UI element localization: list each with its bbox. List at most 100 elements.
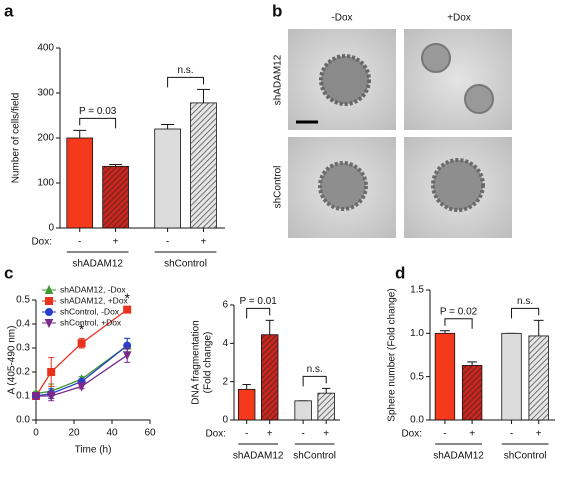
bar (317, 392, 335, 421)
x-tick-label: 40 (106, 428, 118, 439)
marker (45, 297, 53, 305)
y-tick-label: 0.5 (410, 371, 424, 382)
x-tick-label: 0 (33, 428, 39, 439)
dox-label: + (469, 429, 475, 440)
group-label: shControl (293, 451, 336, 462)
group-label: shADAM12 (72, 259, 123, 270)
dox-label: - (510, 429, 513, 440)
spheroid (319, 54, 371, 106)
dox-label: - (78, 237, 81, 248)
dox-label: - (301, 429, 304, 440)
y-tick-label: 1.5 (410, 285, 424, 296)
annotation: n.s. (177, 65, 193, 76)
image (404, 29, 512, 130)
y-axis-label: Sphere number (Fold change) (387, 288, 398, 421)
y-axis-label: Number of cells/field (11, 93, 22, 184)
spheroid (464, 84, 494, 114)
panel-label: c (4, 263, 13, 282)
annotation: P = 0.03 (79, 106, 117, 117)
bar (190, 102, 217, 229)
y-tick-label: 2 (222, 376, 228, 387)
marker (47, 368, 56, 376)
y-tick-label: 0.2 (16, 367, 30, 378)
spheroid (318, 161, 368, 211)
bar (434, 332, 456, 421)
legend-label: shControl, -Dox (60, 306, 120, 316)
bracket (79, 117, 117, 129)
dox-label: + (113, 237, 119, 248)
y-tick-label: 6 (222, 300, 228, 311)
bar (102, 165, 129, 229)
marker (77, 382, 86, 392)
dox-title: Dox: (31, 237, 52, 248)
y-tick-label: 0 (222, 415, 228, 426)
y-axis-label: DNA fragmentation (191, 320, 202, 405)
bar (237, 388, 256, 421)
bracket (511, 307, 540, 319)
annotation: * (124, 290, 130, 306)
y-tick-label: 0.3 (16, 343, 30, 354)
legend-label: shADAM12, +Dox (60, 295, 129, 305)
bar (261, 334, 279, 421)
bar (294, 400, 312, 421)
group-label: shADAM12 (233, 451, 284, 462)
marker (44, 319, 54, 329)
dox-title: Dox: (401, 429, 422, 440)
bar (501, 332, 522, 421)
annotation: P = 0.01 (240, 296, 278, 307)
bracket (302, 375, 327, 387)
column-label: +Dox (447, 13, 471, 24)
panel-label: d (395, 263, 405, 282)
bar (461, 364, 483, 421)
bar (154, 128, 181, 229)
y-tick-label: 0.4 (16, 319, 30, 330)
row-label: shControl (273, 166, 284, 209)
marker (44, 284, 54, 294)
dox-label: + (267, 429, 273, 440)
column-label: -Dox (331, 13, 352, 24)
series-line (35, 345, 128, 397)
spheroid (421, 43, 451, 73)
legend-label: shADAM12, -Dox (60, 284, 126, 294)
marker (31, 392, 41, 402)
bracket (444, 318, 473, 329)
panel-label: b (272, 1, 282, 20)
y-tick-label: 300 (37, 88, 54, 99)
panel-label: a (4, 1, 14, 20)
y-axis-label: A (405-490 nm) (7, 326, 18, 395)
dox-label: + (536, 429, 542, 440)
group-label: shADAM12 (433, 451, 484, 462)
y-tick-label: 0.1 (16, 391, 30, 402)
marker (46, 392, 56, 402)
annotation: P = 0.02 (440, 306, 478, 317)
y-tick-label: 0 (48, 223, 54, 234)
marker (123, 305, 132, 314)
y-axis-label: (Fold change) (203, 332, 214, 394)
row-label: shADAM12 (273, 54, 284, 105)
bracket (167, 76, 204, 88)
group-label: shControl (164, 259, 207, 270)
x-axis-label: Time (h) (75, 445, 112, 456)
marker (45, 308, 54, 316)
y-tick-label: 0.5 (16, 295, 30, 306)
y-tick-label: 4 (222, 338, 228, 349)
annotation: n.s. (517, 296, 533, 307)
dox-label: - (245, 429, 248, 440)
y-tick-label: 200 (37, 133, 54, 144)
x-tick-label: 60 (144, 428, 156, 439)
x-tick-label: 20 (68, 428, 80, 439)
dox-label: - (443, 429, 446, 440)
y-tick-label: 1.0 (410, 328, 424, 339)
dox-label: + (323, 429, 329, 440)
y-tick-label: 0.0 (16, 415, 30, 426)
group-label: shControl (504, 451, 547, 462)
marker (77, 339, 86, 348)
dox-title: Dox: (205, 429, 226, 440)
marker (122, 351, 132, 361)
micrographs: -Dox +Dox shADAM12 shControl (273, 13, 512, 238)
y-tick-label: 100 (37, 178, 54, 189)
spheroid (431, 158, 485, 212)
annotation: * (79, 321, 85, 337)
dox-label: - (166, 237, 169, 248)
